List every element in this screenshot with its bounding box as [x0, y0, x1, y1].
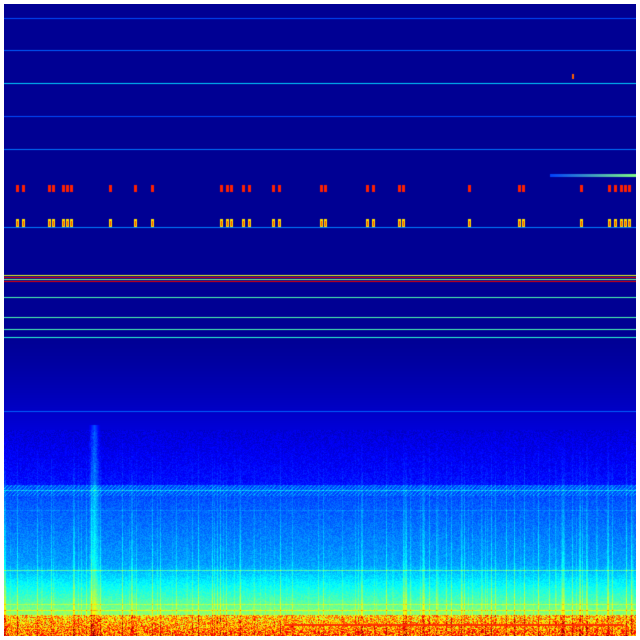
spectrogram-canvas — [4, 4, 636, 636]
